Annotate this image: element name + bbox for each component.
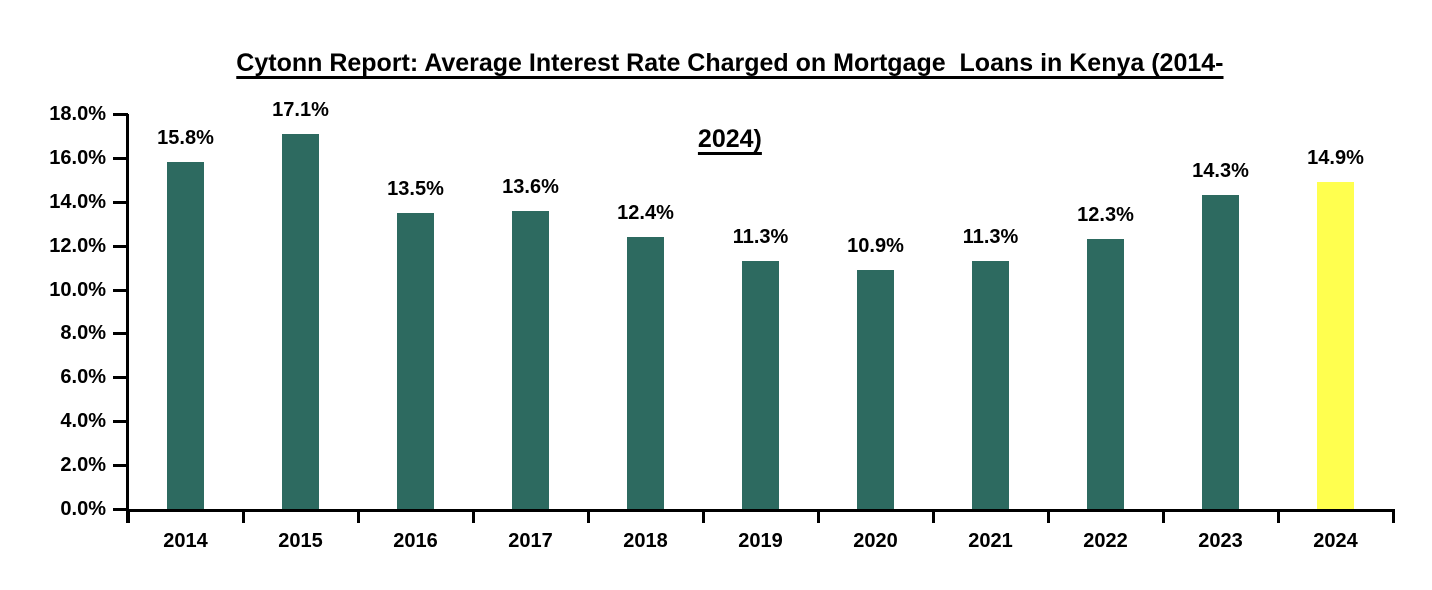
y-axis-line: [126, 114, 129, 523]
bar: [742, 261, 779, 509]
x-tick: [126, 509, 130, 523]
y-tick-label: 10.0%: [49, 278, 106, 301]
y-tick: [113, 200, 128, 204]
y-tick: [113, 508, 128, 511]
bar-value-label: 10.9%: [847, 234, 904, 257]
bar-value-label: 12.4%: [617, 201, 674, 224]
bar: [627, 236, 664, 509]
y-tick-label: 12.0%: [49, 234, 106, 257]
x-tick: [1391, 509, 1395, 523]
chart-title-line1: Cytonn Report: Average Interest Rate Cha…: [236, 49, 1224, 77]
y-tick: [113, 420, 128, 424]
x-tick: [1276, 509, 1280, 523]
y-tick: [113, 464, 128, 468]
x-tick-label: 2019: [738, 530, 783, 552]
y-tick-label: 6.0%: [60, 366, 106, 389]
bar-value-label: 15.8%: [157, 127, 214, 150]
bar: [397, 212, 434, 509]
x-axis-line: [126, 509, 1395, 512]
bar-value-label: 12.3%: [1077, 204, 1134, 227]
x-tick: [1161, 509, 1165, 523]
bar: [167, 162, 204, 509]
x-tick: [1046, 509, 1050, 523]
bar: [1317, 182, 1354, 509]
x-tick: [701, 509, 705, 523]
x-tick-label: 2024: [1313, 530, 1358, 552]
x-tick-label: 2017: [508, 530, 553, 552]
bar: [282, 133, 319, 509]
x-tick: [931, 509, 935, 523]
x-tick-label: 2015: [278, 530, 323, 552]
bar-value-label: 14.3%: [1192, 160, 1249, 183]
bar: [972, 261, 1009, 509]
x-tick-label: 2020: [853, 530, 898, 552]
bar-value-label: 13.5%: [387, 177, 444, 200]
x-tick-label: 2014: [163, 530, 208, 552]
x-tick-label: 2022: [1083, 530, 1128, 552]
y-tick: [113, 332, 128, 336]
bar: [512, 210, 549, 509]
y-tick-label: 8.0%: [60, 322, 106, 345]
bar-value-label: 13.6%: [502, 175, 559, 198]
y-tick-label: 14.0%: [49, 190, 106, 213]
bar-value-label: 17.1%: [272, 98, 329, 121]
bar-value-label: 14.9%: [1307, 147, 1364, 170]
x-tick-label: 2018: [623, 530, 668, 552]
x-tick: [471, 509, 475, 523]
y-tick-label: 18.0%: [49, 103, 106, 125]
y-tick-label: 2.0%: [60, 454, 106, 477]
y-tick: [113, 288, 128, 292]
x-tick: [816, 509, 820, 523]
x-tick: [586, 509, 590, 523]
y-tick: [113, 113, 128, 116]
x-tick-label: 2016: [393, 530, 438, 552]
bar: [1087, 239, 1124, 509]
y-tick: [113, 156, 128, 160]
y-tick-label: 4.0%: [60, 410, 106, 433]
bar: [857, 269, 894, 509]
chart-title-line2: 2024): [697, 125, 762, 153]
y-tick-label: 16.0%: [49, 146, 106, 169]
x-tick: [356, 509, 360, 523]
y-tick: [113, 244, 128, 248]
x-tick-label: 2023: [1198, 530, 1243, 552]
bar-value-label: 11.3%: [962, 226, 1019, 249]
bar-value-label: 11.3%: [732, 226, 789, 249]
y-tick: [113, 376, 128, 380]
bar: [1202, 195, 1239, 509]
y-tick-label: 0.0%: [60, 498, 106, 520]
chart-title: Cytonn Report: Average Interest Rate Cha…: [0, 6, 1432, 196]
x-tick-label: 2021: [968, 530, 1013, 552]
x-tick: [241, 509, 245, 523]
